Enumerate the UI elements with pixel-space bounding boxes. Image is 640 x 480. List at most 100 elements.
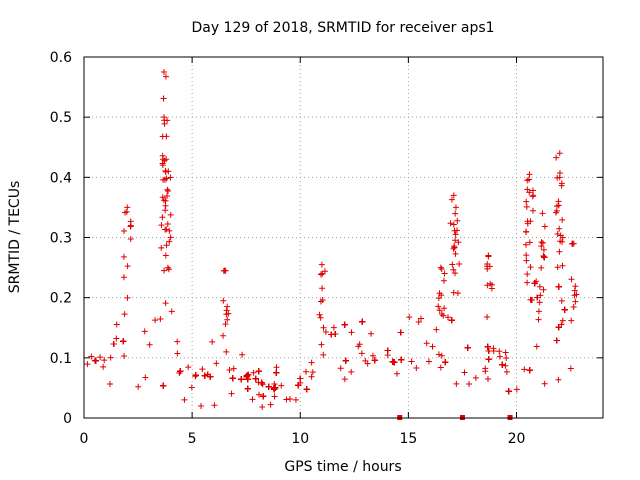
data-point	[553, 337, 560, 344]
data-point	[160, 95, 167, 102]
data-point	[524, 177, 531, 184]
data-point	[441, 270, 448, 277]
data-point	[524, 186, 531, 193]
data-point	[557, 232, 564, 239]
data-point	[554, 231, 561, 238]
data-point	[255, 379, 262, 386]
data-point	[209, 338, 216, 345]
data-point	[120, 338, 127, 345]
data-point	[213, 360, 220, 367]
data-point	[342, 357, 349, 364]
data-point	[441, 305, 448, 312]
data-point	[555, 198, 562, 205]
data-point	[319, 285, 326, 292]
data-point	[322, 328, 329, 335]
data-point	[244, 385, 251, 392]
data-point	[522, 241, 529, 248]
data-point	[341, 376, 348, 383]
data-point	[496, 348, 503, 355]
data-point	[101, 357, 108, 364]
data-point	[561, 306, 568, 313]
data-point	[528, 297, 535, 304]
data-point	[448, 196, 455, 203]
data-point	[121, 352, 128, 359]
data-point	[159, 194, 166, 201]
data-point	[472, 374, 479, 381]
data-point	[159, 214, 166, 221]
data-point	[444, 314, 451, 321]
data-point	[534, 294, 541, 301]
data-point	[368, 330, 375, 337]
data-point	[308, 373, 315, 380]
data-point	[120, 274, 127, 281]
data-point	[413, 365, 420, 372]
data-point	[448, 317, 455, 324]
data-point	[358, 350, 365, 357]
data-point	[484, 314, 491, 321]
data-point	[438, 292, 445, 299]
data-point	[141, 328, 148, 335]
y-axis-label: SRMTID / TECUs	[7, 181, 23, 294]
data-point	[152, 317, 159, 324]
data-point	[371, 357, 378, 364]
data-point	[437, 264, 444, 271]
data-point	[174, 350, 181, 357]
data-point	[417, 315, 424, 322]
data-point	[496, 353, 503, 360]
data-point	[540, 286, 547, 293]
data-point	[226, 366, 233, 373]
data-point	[558, 180, 565, 187]
data-point	[553, 207, 560, 214]
data-point	[541, 223, 548, 230]
data-point	[245, 371, 252, 378]
data-point	[568, 276, 575, 283]
data-point	[295, 382, 302, 389]
data-point	[220, 332, 227, 339]
data-point	[177, 368, 184, 375]
data-point	[303, 386, 310, 393]
data-point	[348, 329, 355, 336]
data-point	[239, 351, 246, 358]
x-tick-label: 10	[291, 431, 309, 447]
data-point	[455, 239, 462, 246]
data-point	[162, 202, 169, 209]
data-point	[503, 368, 510, 375]
data-point	[224, 316, 231, 323]
data-point	[502, 349, 509, 356]
data-point	[121, 311, 128, 318]
data-point	[259, 403, 266, 410]
chart-title: Day 129 of 2018, SRMTID for receiver aps…	[191, 20, 494, 36]
data-point	[484, 376, 491, 383]
data-point	[318, 271, 325, 278]
data-point	[555, 324, 562, 331]
data-point	[556, 248, 563, 255]
data-point	[435, 351, 442, 358]
data-point	[320, 351, 327, 358]
data-point	[161, 114, 168, 121]
data-point	[452, 250, 459, 257]
x-tick-label: 15	[399, 431, 417, 447]
data-point	[256, 391, 263, 398]
data-point	[536, 299, 543, 306]
data-point	[513, 386, 520, 393]
data-point	[265, 383, 272, 390]
data-point	[181, 396, 188, 403]
data-point	[499, 361, 506, 368]
data-point	[485, 356, 492, 363]
data-point	[485, 253, 492, 260]
data-point	[113, 335, 120, 342]
y-tick-label: 0.4	[50, 170, 72, 186]
data-point	[122, 209, 129, 216]
data-point	[92, 357, 99, 364]
data-point	[162, 252, 169, 259]
data-point	[555, 376, 562, 383]
data-point	[124, 263, 131, 270]
data-point	[452, 210, 459, 217]
data-point	[559, 317, 566, 324]
data-point	[308, 359, 315, 366]
data-point	[535, 308, 542, 315]
data-point	[174, 338, 181, 345]
data-point	[163, 226, 170, 233]
y-tick-label: 0.5	[50, 110, 72, 126]
data-point	[488, 285, 495, 292]
